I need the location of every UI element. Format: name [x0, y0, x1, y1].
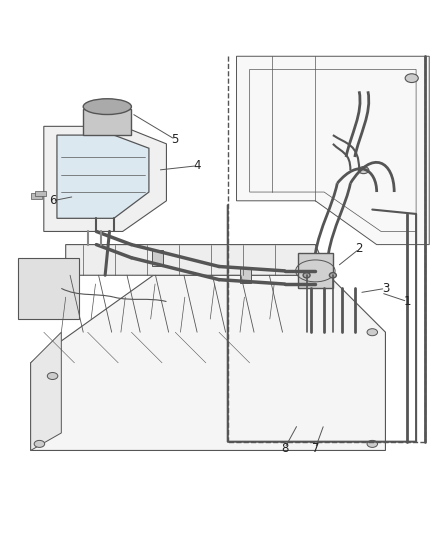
- Polygon shape: [44, 126, 166, 231]
- Polygon shape: [66, 245, 328, 275]
- Ellipse shape: [83, 99, 131, 115]
- Ellipse shape: [47, 373, 58, 379]
- Ellipse shape: [358, 167, 369, 174]
- Bar: [152, 250, 163, 265]
- Ellipse shape: [405, 74, 418, 83]
- Text: 3: 3: [382, 282, 389, 295]
- Text: 7: 7: [311, 442, 319, 455]
- Text: 5: 5: [172, 133, 179, 146]
- Polygon shape: [31, 275, 385, 450]
- Ellipse shape: [367, 329, 378, 336]
- Polygon shape: [298, 253, 333, 288]
- Text: 4: 4: [193, 159, 201, 172]
- Polygon shape: [18, 258, 79, 319]
- Polygon shape: [83, 109, 131, 135]
- Text: 2: 2: [355, 243, 363, 255]
- Text: 1: 1: [403, 295, 411, 308]
- Polygon shape: [57, 135, 149, 219]
- Ellipse shape: [329, 273, 336, 278]
- Bar: [240, 268, 251, 283]
- Ellipse shape: [34, 440, 45, 447]
- Bar: [35, 191, 46, 197]
- Polygon shape: [31, 332, 61, 450]
- Polygon shape: [237, 56, 429, 245]
- Text: 6: 6: [49, 195, 57, 207]
- Bar: [31, 193, 42, 199]
- Ellipse shape: [367, 440, 378, 447]
- Text: 8: 8: [281, 442, 288, 455]
- Ellipse shape: [303, 273, 310, 278]
